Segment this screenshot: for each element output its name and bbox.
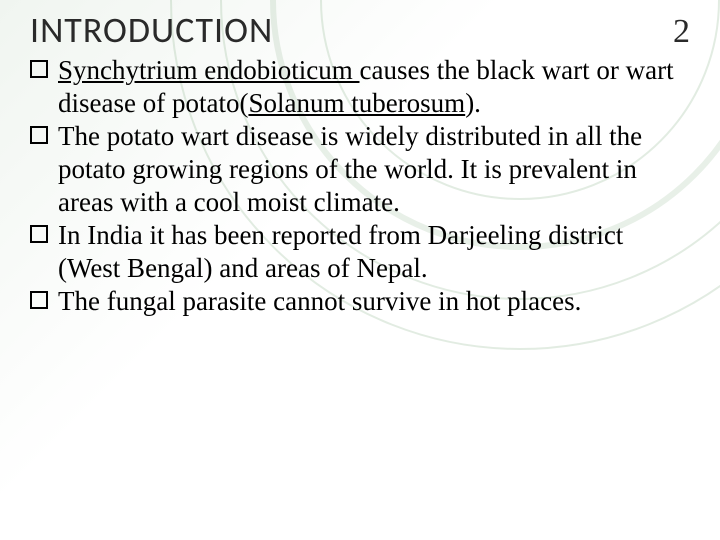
page-number: 2: [673, 13, 690, 51]
slide-header: INTRODUCTION 2: [30, 8, 690, 52]
bullet-item: The fungal parasite cannot survive in ho…: [30, 285, 690, 318]
bullet-text: The potato wart disease is widely distri…: [58, 121, 642, 217]
bullet-item: Synchytrium endobioticum causes the blac…: [30, 54, 690, 120]
slide-body: Synchytrium endobioticum causes the blac…: [30, 54, 690, 318]
species-name: Solanum tuberosum: [248, 88, 465, 118]
species-name: endobioticum: [198, 55, 360, 85]
bullet-item: The potato wart disease is widely distri…: [30, 120, 690, 219]
species-name: Synchytrium: [58, 55, 198, 85]
bullet-text: In India it has been reported from Darje…: [58, 220, 623, 283]
slide-content: INTRODUCTION 2 Synchytrium endobioticum …: [0, 0, 720, 338]
checkbox-icon: [30, 291, 48, 309]
bullet-text: ).: [465, 88, 481, 118]
checkbox-icon: [30, 225, 48, 243]
slide-title: INTRODUCTION: [30, 8, 273, 52]
bullet-text: The fungal parasite cannot survive in ho…: [58, 286, 581, 316]
bullet-item: In India it has been reported from Darje…: [30, 219, 690, 285]
checkbox-icon: [30, 60, 48, 78]
checkbox-icon: [30, 126, 48, 144]
